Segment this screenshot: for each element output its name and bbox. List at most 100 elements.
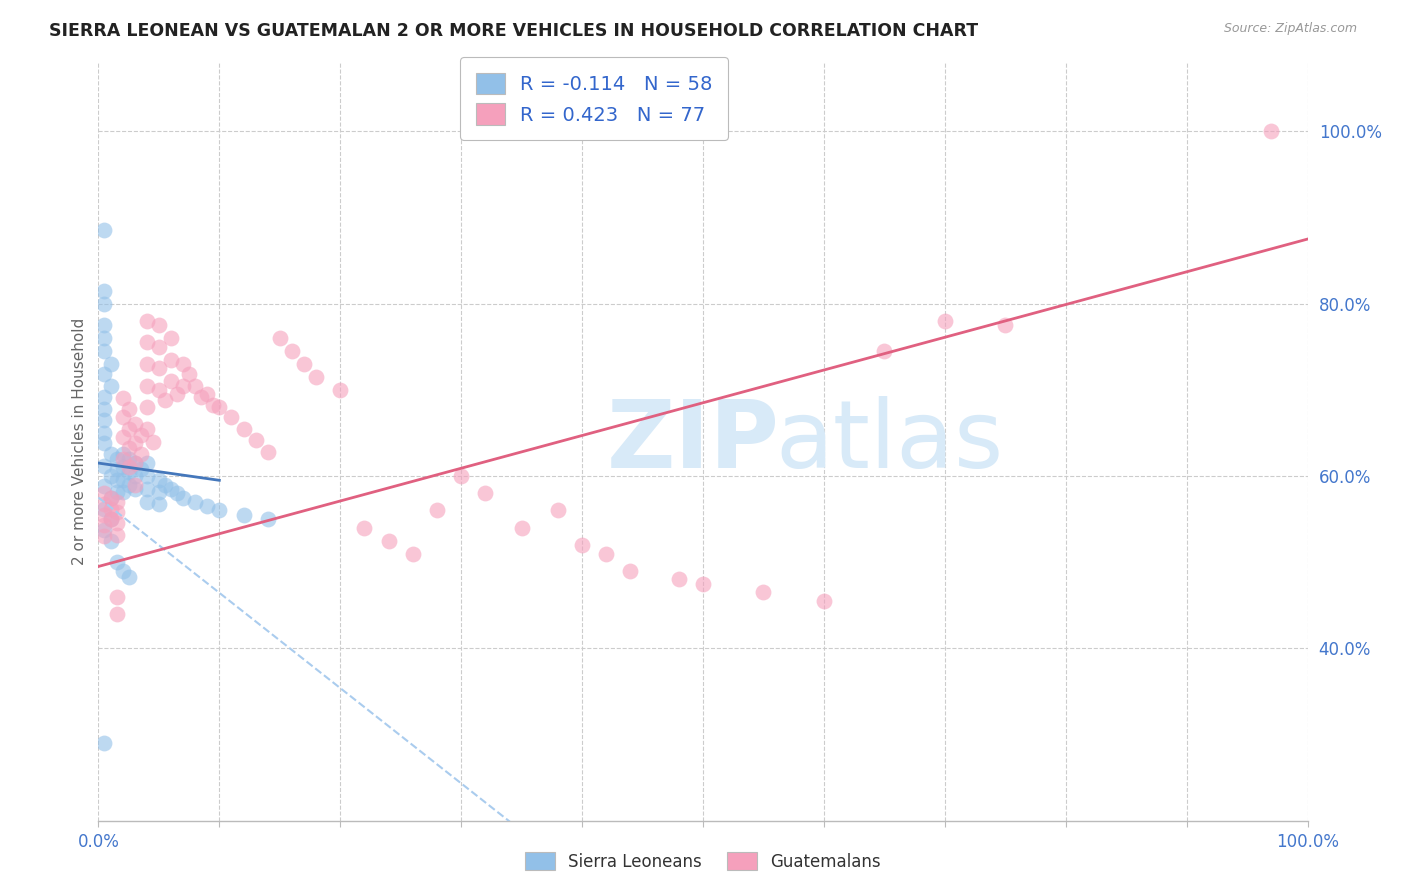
Point [148,484,170,499]
Text: atlas: atlas [776,395,1004,488]
Text: Source: ZipAtlas.com: Source: ZipAtlas.com [1223,22,1357,36]
Point [100,447,122,461]
Point [93,497,115,511]
Point [93,518,115,533]
Point [208,400,231,414]
Point [124,482,146,496]
Point [100,491,122,505]
Point [105,505,128,519]
Point [100,491,122,505]
Point [160,331,183,345]
Point [994,318,1017,333]
Point [93,736,115,750]
Point [221,410,243,425]
Point [100,378,122,392]
Point [934,314,956,328]
Point [118,442,141,456]
Point [93,479,115,493]
Point [153,393,176,408]
Point [135,482,157,496]
Point [111,447,134,461]
Point [111,410,134,425]
Point [93,486,115,500]
Point [402,547,425,561]
Point [93,344,115,359]
Point [93,413,115,427]
Point [118,422,141,436]
Point [160,374,183,388]
Point [195,387,218,401]
Point [111,392,134,406]
Point [135,400,157,414]
Point [93,436,115,450]
Point [148,383,170,397]
Point [292,357,315,371]
Point [135,495,157,509]
Point [813,594,835,608]
Point [148,361,170,376]
Point [245,433,267,447]
Point [93,501,115,516]
Point [571,538,593,552]
Point [105,590,128,604]
Point [148,498,170,512]
Point [105,607,128,621]
Point [124,456,146,470]
Point [148,473,170,487]
Point [184,378,207,392]
Point [100,512,122,526]
Point [105,555,128,569]
Point [281,344,304,359]
Point [118,460,141,475]
Point [135,335,157,350]
Point [129,447,152,461]
Point [305,370,328,384]
Point [184,495,207,509]
Point [208,503,231,517]
Point [105,462,128,476]
Point [118,465,141,479]
Point [100,501,122,516]
Point [111,430,134,444]
Point [135,357,157,371]
Point [269,331,291,345]
Point [118,477,141,491]
Point [118,451,141,466]
Point [179,368,201,382]
Point [129,462,152,476]
Point [172,378,194,392]
Point [148,318,170,333]
Y-axis label: 2 or more Vehicles in Household: 2 or more Vehicles in Household [72,318,87,566]
Point [1260,124,1282,138]
Point [124,417,146,432]
Point [100,512,122,526]
Point [160,482,183,496]
Point [93,284,115,298]
Point [692,576,714,591]
Point [256,445,278,459]
Point [619,564,641,578]
Point [135,469,157,483]
Point [195,499,218,513]
Legend: Sierra Leoneans, Guatemalans: Sierra Leoneans, Guatemalans [516,844,890,880]
Point [142,434,165,449]
Point [124,477,146,491]
Point [148,340,170,354]
Point [450,469,472,483]
Point [426,503,449,517]
Point [105,527,128,541]
Point [135,422,157,436]
Point [105,516,128,531]
Point [202,398,225,412]
Point [166,387,188,401]
Point [232,508,254,522]
Text: SIERRA LEONEAN VS GUATEMALAN 2 OR MORE VEHICLES IN HOUSEHOLD CORRELATION CHART: SIERRA LEONEAN VS GUATEMALAN 2 OR MORE V… [49,22,979,40]
Point [93,508,115,522]
Point [100,469,122,483]
Point [256,512,278,526]
Point [752,585,775,599]
Point [474,486,496,500]
Point [93,296,115,310]
Legend: R = -0.114   N = 58, R = 0.423   N = 77: R = -0.114 N = 58, R = 0.423 N = 77 [460,57,728,140]
Point [190,390,212,404]
